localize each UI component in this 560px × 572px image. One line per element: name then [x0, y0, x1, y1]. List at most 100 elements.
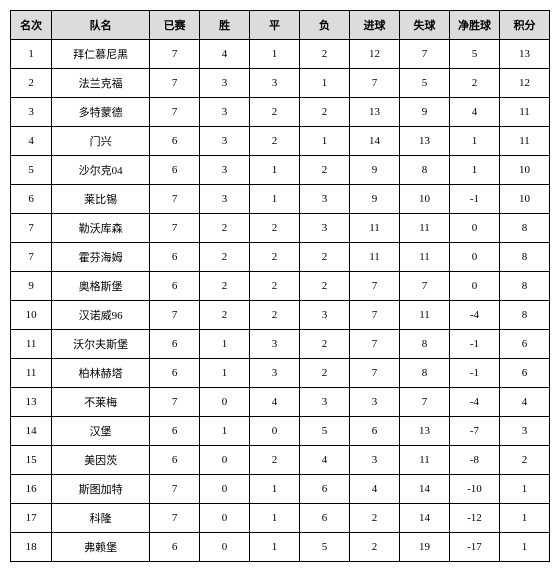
table-cell: 3	[250, 330, 300, 359]
table-cell: 6	[11, 185, 52, 214]
table-cell: -17	[449, 533, 499, 562]
table-cell: 0	[200, 446, 250, 475]
table-cell: 2	[200, 214, 250, 243]
table-cell: 7	[11, 243, 52, 272]
table-cell: 勒沃库森	[52, 214, 150, 243]
table-cell: 2	[11, 69, 52, 98]
table-cell: 9	[11, 272, 52, 301]
table-cell: 1	[499, 504, 549, 533]
table-cell: 2	[300, 98, 350, 127]
table-cell: 2	[300, 243, 350, 272]
header-team: 队名	[52, 11, 150, 40]
table-cell: 8	[400, 359, 450, 388]
table-cell: 4	[300, 446, 350, 475]
table-cell: 7	[150, 98, 200, 127]
table-cell: 16	[11, 475, 52, 504]
table-cell: 5	[449, 40, 499, 69]
table-cell: 1	[499, 533, 549, 562]
table-cell: 9	[350, 185, 400, 214]
table-cell: 5	[300, 533, 350, 562]
table-cell: 汉堡	[52, 417, 150, 446]
table-cell: 11	[400, 243, 450, 272]
table-cell: 13	[400, 127, 450, 156]
header-draw: 平	[250, 11, 300, 40]
table-cell: 2	[250, 243, 300, 272]
table-cell: 1	[200, 359, 250, 388]
table-cell: 0	[449, 214, 499, 243]
header-win: 胜	[200, 11, 250, 40]
table-cell: 7	[11, 214, 52, 243]
table-cell: 门兴	[52, 127, 150, 156]
table-cell: 0	[200, 475, 250, 504]
table-cell: 1	[200, 330, 250, 359]
table-cell: 11	[11, 330, 52, 359]
table-cell: 11	[499, 127, 549, 156]
table-row: 9奥格斯堡62227708	[11, 272, 550, 301]
table-row: 18弗赖堡6015219-171	[11, 533, 550, 562]
table-cell: 3	[11, 98, 52, 127]
table-cell: 弗赖堡	[52, 533, 150, 562]
table-cell: 3	[350, 388, 400, 417]
header-goals-against: 失球	[400, 11, 450, 40]
table-cell: 7	[400, 388, 450, 417]
table-cell: 6	[150, 243, 200, 272]
table-cell: 8	[499, 272, 549, 301]
header-row: 名次 队名 已赛 胜 平 负 进球 失球 净胜球 积分	[11, 11, 550, 40]
table-cell: 4	[250, 388, 300, 417]
table-row: 15美因茨6024311-82	[11, 446, 550, 475]
header-rank: 名次	[11, 11, 52, 40]
table-cell: 7	[150, 40, 200, 69]
table-cell: 1	[250, 156, 300, 185]
table-cell: 3	[350, 446, 400, 475]
table-cell: 奥格斯堡	[52, 272, 150, 301]
table-cell: 1	[499, 475, 549, 504]
table-cell: 3	[499, 417, 549, 446]
table-cell: 11	[400, 214, 450, 243]
table-cell: 15	[11, 446, 52, 475]
table-row: 1拜仁慕尼黑7412127513	[11, 40, 550, 69]
table-cell: 不莱梅	[52, 388, 150, 417]
table-cell: 7	[150, 214, 200, 243]
table-cell: 8	[400, 156, 450, 185]
table-cell: -4	[449, 388, 499, 417]
table-row: 17科隆7016214-121	[11, 504, 550, 533]
table-cell: 14	[350, 127, 400, 156]
table-cell: 0	[200, 388, 250, 417]
table-cell: 10	[11, 301, 52, 330]
table-cell: -10	[449, 475, 499, 504]
table-cell: 13	[400, 417, 450, 446]
table-row: 3多特蒙德7322139411	[11, 98, 550, 127]
table-cell: 2	[449, 69, 499, 98]
table-cell: -1	[449, 330, 499, 359]
table-cell: 2	[200, 272, 250, 301]
table-cell: 5	[300, 417, 350, 446]
table-cell: 9	[400, 98, 450, 127]
table-cell: 6	[150, 446, 200, 475]
table-cell: 汉诺威96	[52, 301, 150, 330]
table-cell: 7	[400, 272, 450, 301]
table-cell: 1	[200, 417, 250, 446]
table-cell: 11	[350, 214, 400, 243]
table-cell: 多特蒙德	[52, 98, 150, 127]
header-goals-for: 进球	[350, 11, 400, 40]
table-cell: 6	[150, 330, 200, 359]
table-cell: 12	[350, 40, 400, 69]
table-cell: 3	[300, 185, 350, 214]
table-cell: 6	[350, 417, 400, 446]
header-loss: 负	[300, 11, 350, 40]
table-cell: -1	[449, 359, 499, 388]
header-goal-diff: 净胜球	[449, 11, 499, 40]
table-cell: 2	[499, 446, 549, 475]
table-row: 7霍芬海姆6222111108	[11, 243, 550, 272]
table-cell: 3	[200, 98, 250, 127]
table-cell: 0	[200, 533, 250, 562]
table-cell: 2	[250, 301, 300, 330]
table-cell: 4	[350, 475, 400, 504]
table-cell: 7	[350, 359, 400, 388]
table-cell: 拜仁慕尼黑	[52, 40, 150, 69]
table-cell: 6	[150, 156, 200, 185]
table-cell: 14	[11, 417, 52, 446]
table-cell: 2	[300, 40, 350, 69]
table-cell: 2	[250, 98, 300, 127]
table-cell: 2	[350, 504, 400, 533]
